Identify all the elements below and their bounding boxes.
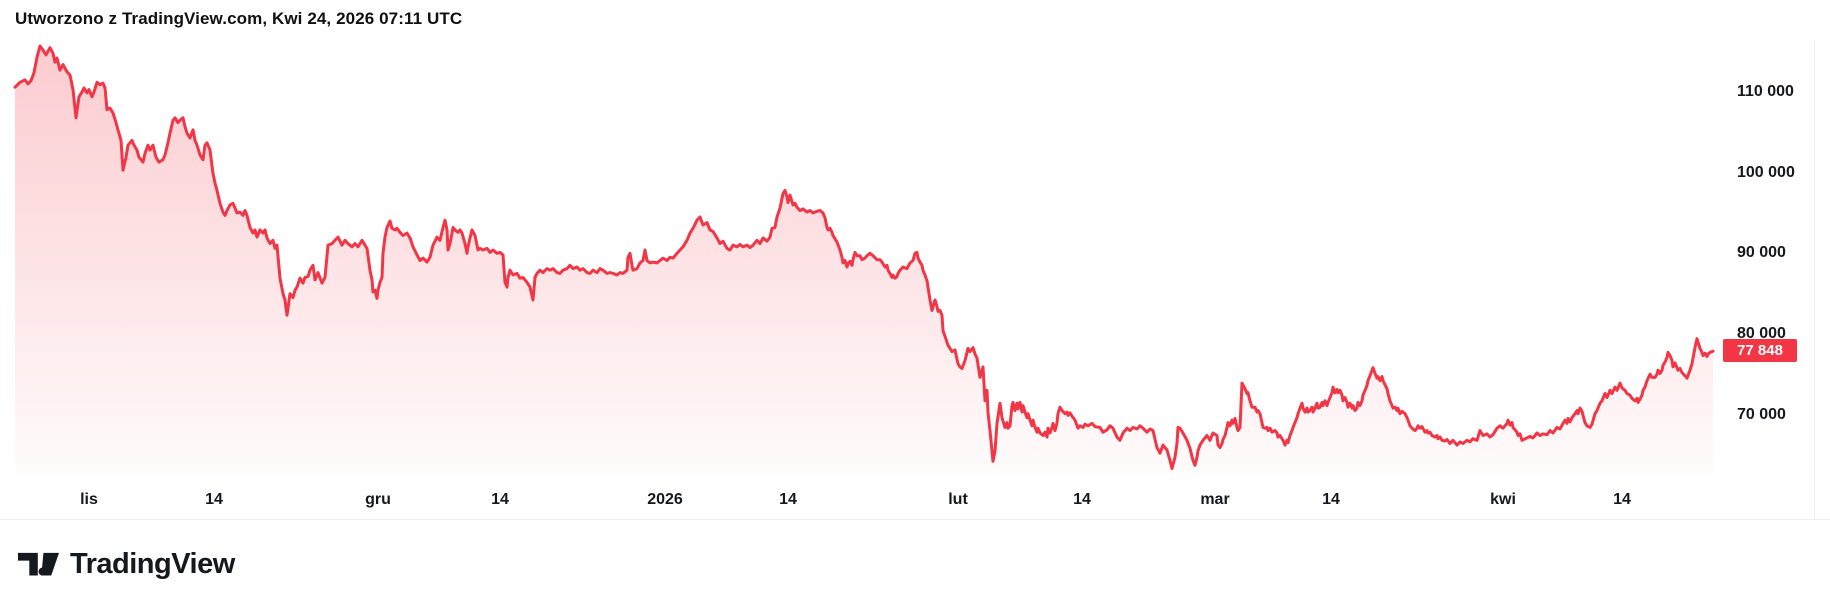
- time-axis-label: 14: [205, 491, 223, 508]
- time-axis-label: lut: [948, 491, 968, 508]
- time-axis-label: gru: [365, 491, 391, 508]
- price-scale-label: 90 000: [1737, 244, 1786, 261]
- price-scale-border: [1814, 40, 1815, 518]
- price-scale-label: 80 000: [1737, 324, 1786, 342]
- time-axis-label: 14: [779, 491, 797, 508]
- time-axis-label: kwi: [1490, 491, 1516, 508]
- time-axis-label: 14: [491, 491, 509, 508]
- time-axis-label: 2026: [647, 491, 683, 508]
- last-price-value: 77 848: [1737, 342, 1783, 359]
- tradingview-logo-icon: [18, 552, 59, 576]
- tradingview-logo-text: TradingView: [70, 548, 235, 580]
- price-scale-label: 110 000: [1737, 83, 1794, 100]
- time-axis-label: 14: [1322, 491, 1340, 508]
- price-line: [13, 44, 1715, 470]
- time-axis-label: mar: [1200, 491, 1230, 508]
- tradingview-logo[interactable]: TradingView: [18, 548, 235, 581]
- time-axis-label: lis: [80, 491, 98, 508]
- price-scale-label: 100 000: [1737, 163, 1795, 181]
- chart-attribution-title: Utworzono z TradingView.com, Kwi 24, 202…: [15, 9, 463, 28]
- time-axis-border: [0, 519, 1830, 520]
- time-axis-label: 14: [1613, 491, 1631, 508]
- time-axis-label: 14: [1073, 491, 1091, 508]
- price-scale-label: 70 000: [1737, 405, 1786, 423]
- last-price-badge: 77 848: [1723, 339, 1797, 362]
